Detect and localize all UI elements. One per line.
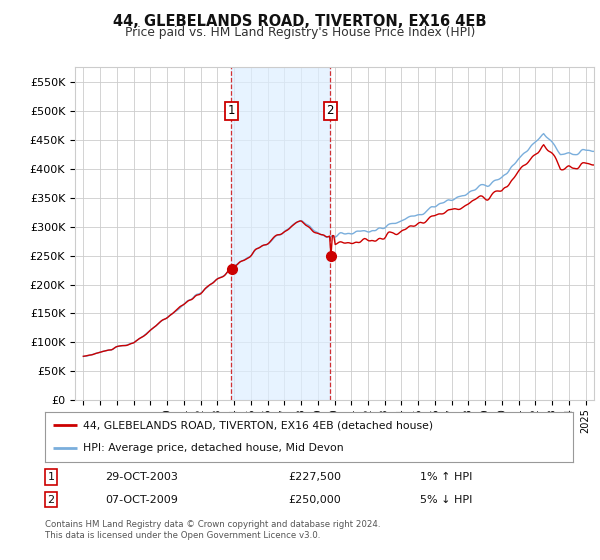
Text: 07-OCT-2009: 07-OCT-2009 bbox=[105, 494, 178, 505]
Text: £227,500: £227,500 bbox=[288, 472, 341, 482]
Text: 44, GLEBELANDS ROAD, TIVERTON, EX16 4EB (detached house): 44, GLEBELANDS ROAD, TIVERTON, EX16 4EB … bbox=[83, 420, 433, 430]
Bar bbox=[231, 67, 331, 400]
Text: 1: 1 bbox=[47, 472, 55, 482]
Text: HPI: Average price, detached house, Mid Devon: HPI: Average price, detached house, Mid … bbox=[83, 444, 344, 454]
Text: 5% ↓ HPI: 5% ↓ HPI bbox=[420, 494, 472, 505]
Text: 44, GLEBELANDS ROAD, TIVERTON, EX16 4EB: 44, GLEBELANDS ROAD, TIVERTON, EX16 4EB bbox=[113, 14, 487, 29]
Text: 2: 2 bbox=[326, 104, 334, 117]
Text: 29-OCT-2003: 29-OCT-2003 bbox=[105, 472, 178, 482]
Text: Contains HM Land Registry data © Crown copyright and database right 2024.
This d: Contains HM Land Registry data © Crown c… bbox=[45, 520, 380, 540]
Text: 1% ↑ HPI: 1% ↑ HPI bbox=[420, 472, 472, 482]
Text: 2: 2 bbox=[47, 494, 55, 505]
Text: 1: 1 bbox=[227, 104, 235, 117]
Text: £250,000: £250,000 bbox=[288, 494, 341, 505]
Text: Price paid vs. HM Land Registry's House Price Index (HPI): Price paid vs. HM Land Registry's House … bbox=[125, 26, 475, 39]
